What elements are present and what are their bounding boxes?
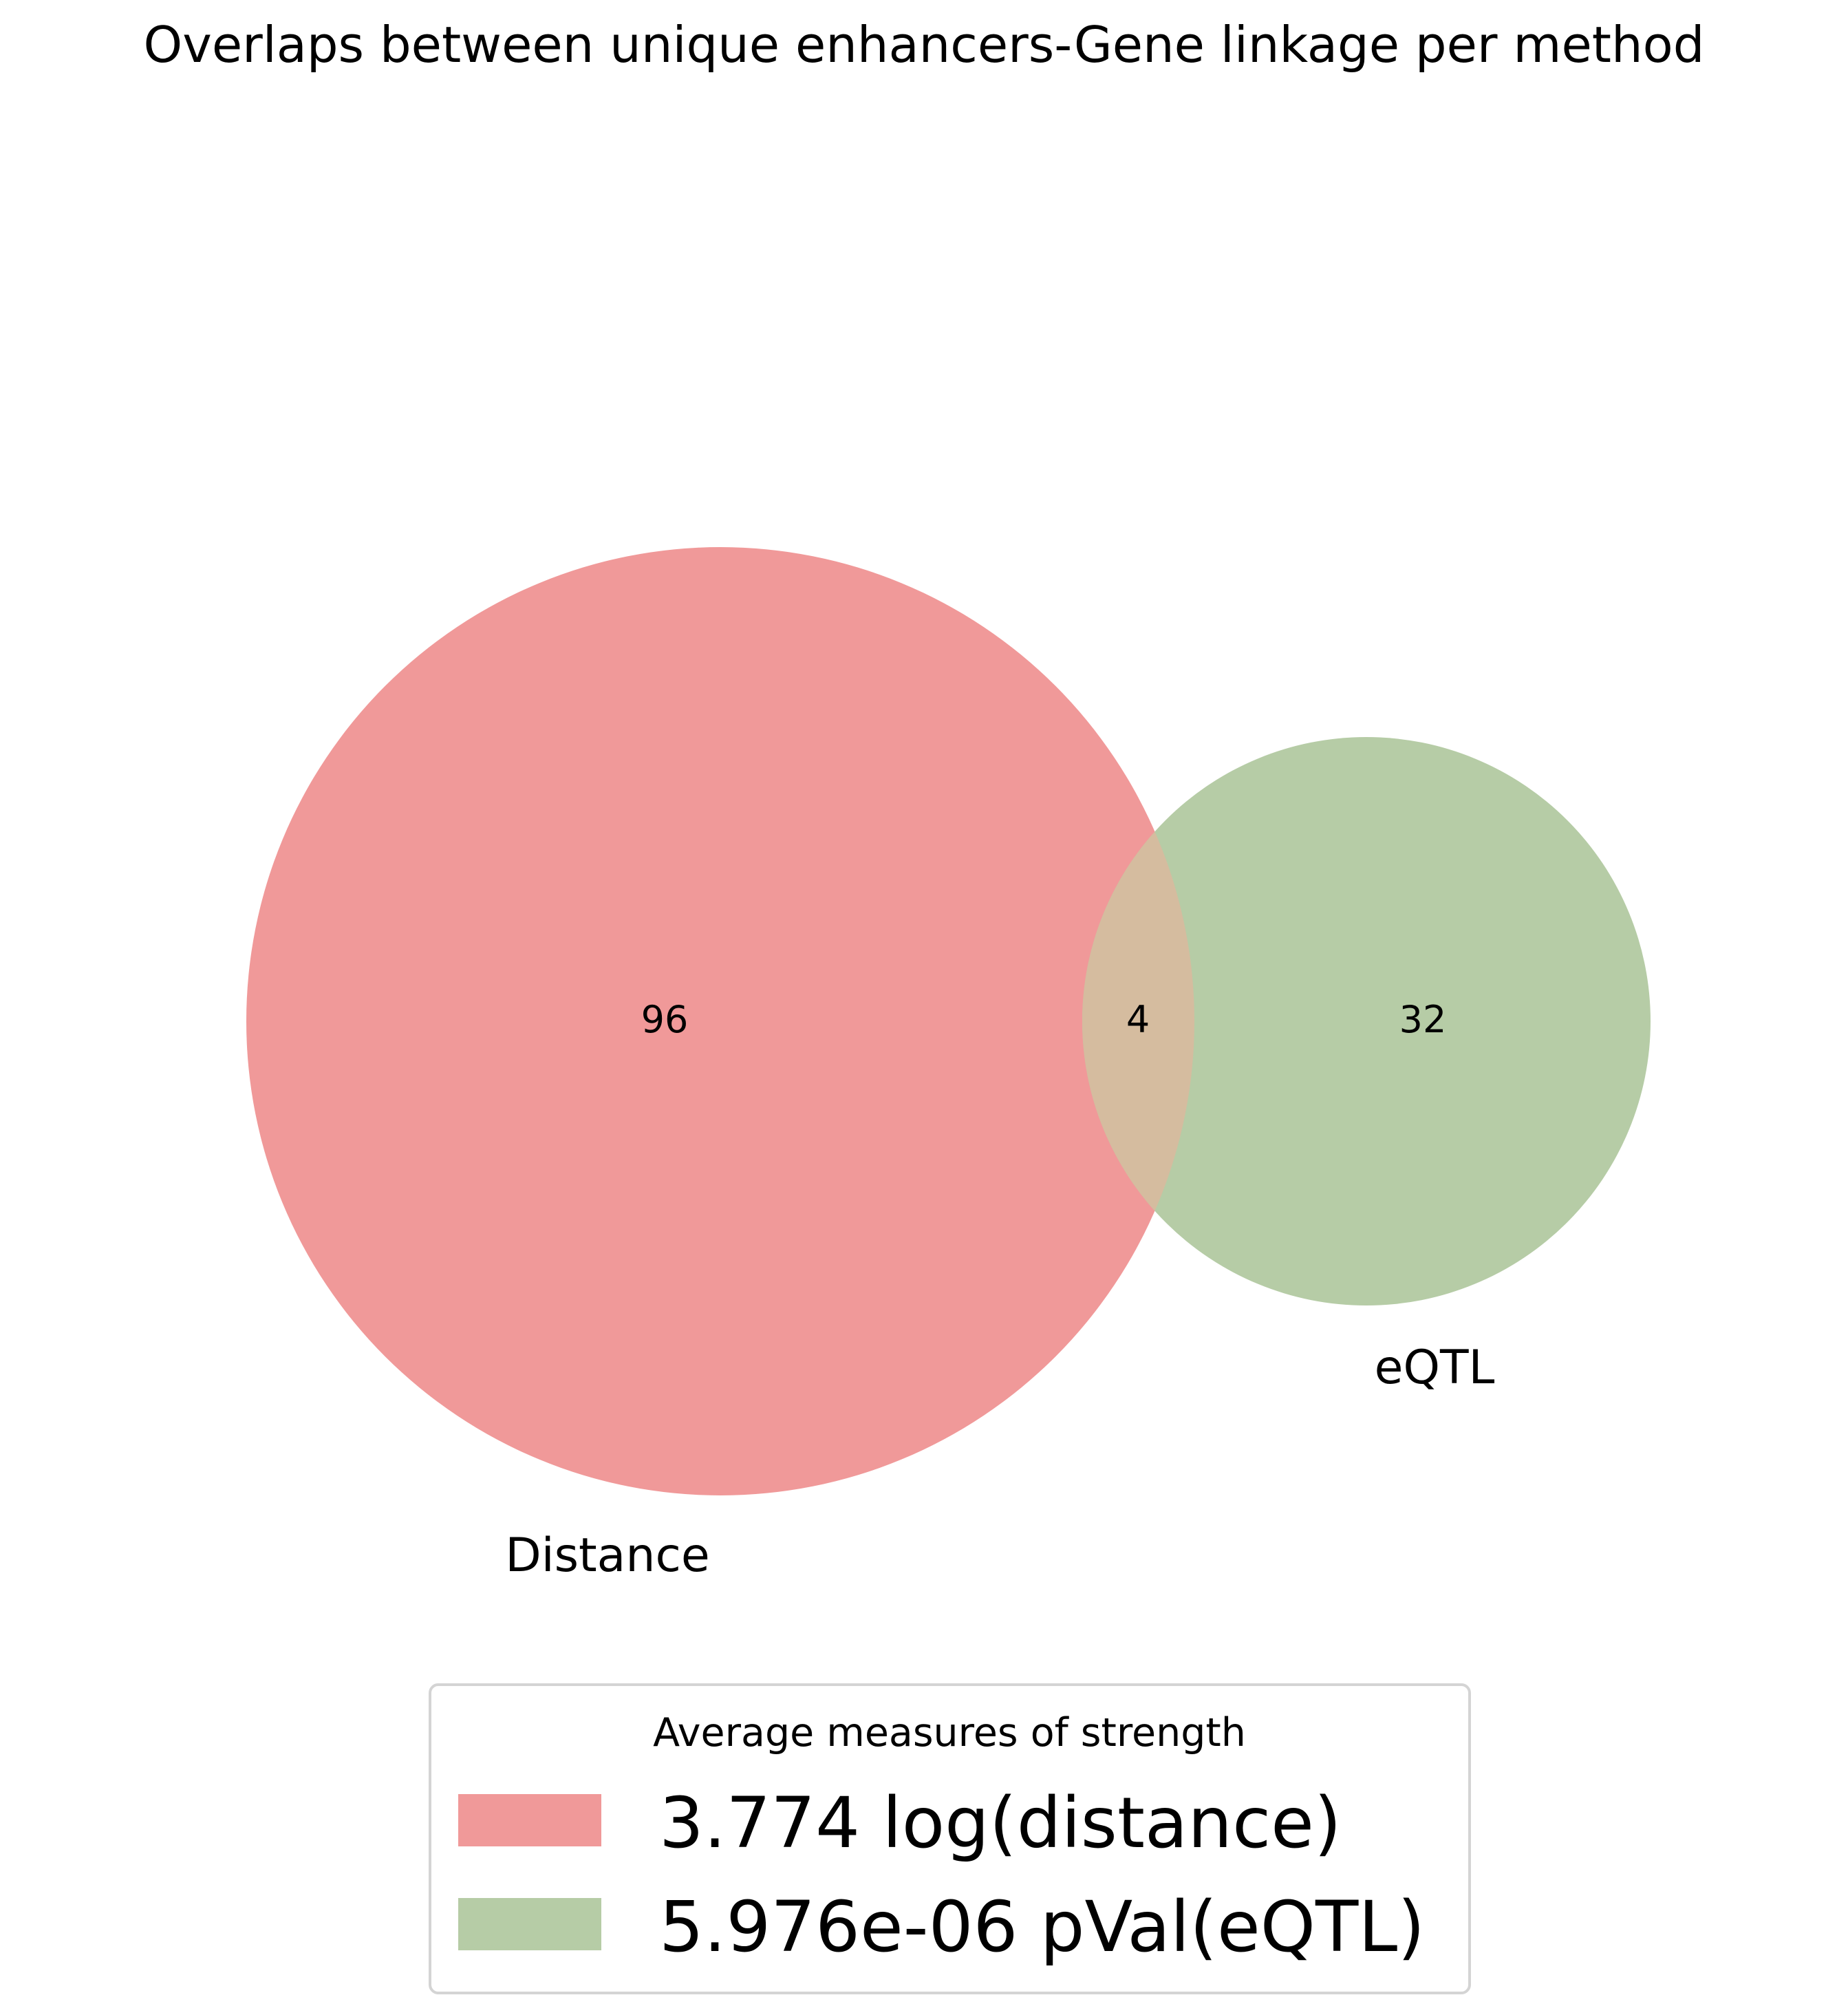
intersection-count: 4 [1126,998,1150,1041]
legend-entry-eqtl: 5.976e-06 pVal(eQTL) [659,1886,1425,1968]
eqtl-set-circle [1082,737,1651,1305]
legend-swatch-eqtl [458,1898,601,1950]
legend-swatch-distance [458,1794,601,1846]
legend-frame [429,1683,1471,1994]
legend-title: Average measures of strength [653,1710,1246,1756]
chart-title: Overlaps between unique enhancers-Gene l… [144,16,1705,74]
distance-set-circle [246,547,1194,1495]
eqtl-set-label: eQTL [1375,1341,1495,1395]
distance-only-count: 96 [641,998,689,1041]
distance-set-label: Distance [505,1528,709,1583]
legend-entry-distance: 3.774 log(distance) [659,1782,1342,1864]
eqtl-only-count: 32 [1399,998,1447,1041]
legend: Average measures of strength 3.774 log(d… [429,1683,1471,1994]
